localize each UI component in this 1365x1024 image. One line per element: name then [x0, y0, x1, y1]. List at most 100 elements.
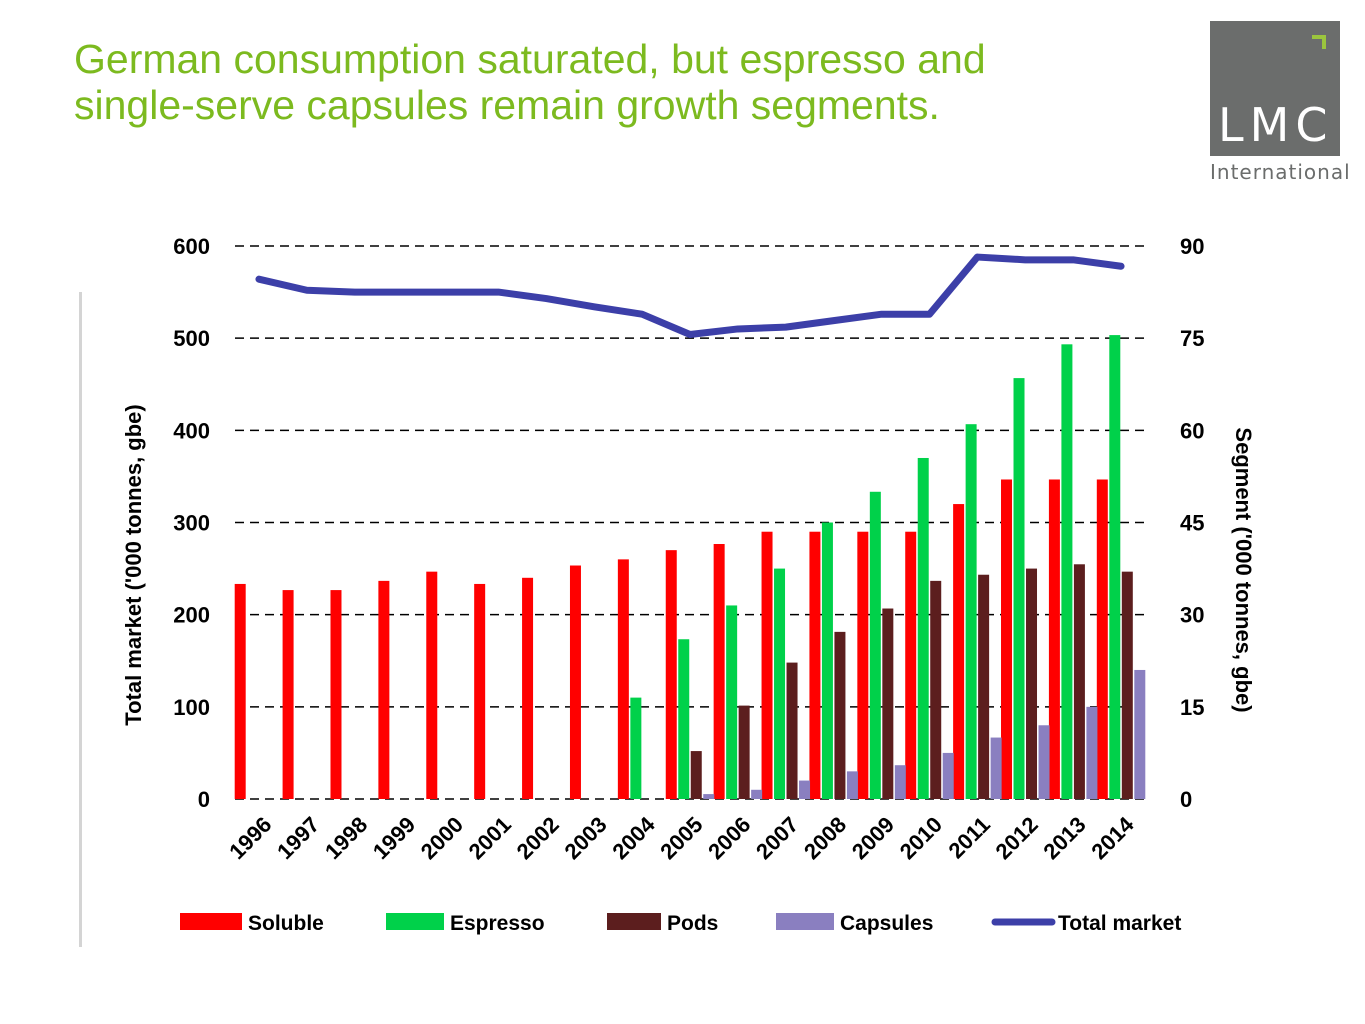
bar-soluble [378, 580, 390, 799]
bar-espresso [630, 697, 642, 799]
bars [234, 335, 1146, 799]
bar-soluble [1001, 479, 1013, 799]
bar-espresso [1061, 344, 1073, 799]
bar-soluble [665, 550, 677, 799]
right-axis-ticks: 0 15 30 45 60 75 90 [1180, 234, 1204, 812]
bar-pods [930, 580, 942, 799]
x-tick-label: 2005 [655, 812, 707, 864]
legend-swatch-espresso [386, 913, 444, 930]
left-tick-label: 600 [173, 234, 210, 259]
x-tick-label: 2001 [464, 812, 516, 864]
bar-capsules [1038, 725, 1050, 799]
total-market-line-group [255, 253, 1125, 338]
bar-soluble [713, 544, 725, 799]
x-tick-label: 2012 [991, 812, 1043, 864]
right-tick-label: 15 [1180, 695, 1204, 720]
x-tick-label: 2011 [943, 812, 994, 863]
bar-capsules [990, 737, 1002, 799]
bar-soluble [809, 531, 821, 799]
bar-capsules [751, 789, 763, 799]
right-tick-label: 30 [1180, 603, 1204, 628]
x-tick-label: 1998 [320, 812, 372, 864]
logo-corner-mark [1312, 35, 1326, 49]
bar-soluble [569, 565, 581, 799]
bar-soluble [522, 577, 534, 799]
bar-espresso [774, 568, 786, 799]
bar-capsules [703, 794, 715, 799]
bar-soluble [1048, 479, 1060, 799]
bar-pods [690, 751, 702, 799]
x-tick-label: 1996 [224, 812, 276, 864]
bar-espresso [821, 522, 833, 799]
left-axis-ticks: 0 100 200 300 400 500 600 [173, 234, 210, 812]
bar-soluble [426, 571, 438, 799]
right-tick-label: 45 [1180, 511, 1204, 536]
legend: Soluble Espresso Pods Capsules Total market [180, 912, 1181, 935]
bar-espresso [1109, 335, 1121, 799]
slide-title-line2: single-serve capsules remain growth segm… [74, 82, 940, 128]
bar-espresso [726, 605, 738, 799]
bar-pods [738, 705, 750, 799]
bar-pods [834, 631, 846, 799]
x-tick-label: 2003 [559, 812, 611, 864]
x-axis-ticks: 1996199719981999200020012002200320042005… [224, 811, 1139, 864]
bar-pods [978, 574, 990, 799]
left-tick-label: 100 [173, 695, 210, 720]
bar-capsules [894, 765, 906, 799]
bar-soluble [330, 590, 342, 799]
x-tick-label: 2013 [1038, 812, 1090, 864]
bar-pods [786, 662, 798, 799]
legend-label-capsules: Capsules [840, 912, 933, 935]
legend-label-soluble: Soluble [248, 912, 324, 935]
bar-soluble [1096, 479, 1108, 799]
lmc-logo: LMC [1210, 21, 1340, 156]
bar-espresso [869, 491, 881, 799]
x-tick-label: 2007 [751, 812, 803, 864]
legend-label-espresso: Espresso [450, 912, 545, 935]
bar-soluble [617, 559, 629, 799]
x-tick-label: 2004 [607, 811, 660, 864]
bar-soluble [282, 590, 294, 799]
x-tick-label: 2008 [799, 812, 851, 864]
x-tick-label: 2006 [703, 812, 755, 864]
logo-subtitle: International [1210, 160, 1351, 184]
right-tick-label: 90 [1180, 234, 1204, 259]
legend-label-total-market: Total market [1058, 912, 1181, 935]
x-tick-label: 2000 [416, 812, 468, 864]
slide-title-line1: German consumption saturated, but espres… [74, 36, 986, 82]
right-tick-label: 75 [1180, 326, 1204, 351]
slide-divider [79, 292, 82, 947]
bar-capsules [846, 771, 858, 799]
left-axis-label: Total market ('000 tonnes, gbe) [121, 404, 146, 725]
bar-pods [882, 608, 894, 799]
line-total-market [255, 253, 1125, 338]
logo-text: LMC [1218, 98, 1334, 152]
bar-pods [1121, 571, 1133, 799]
left-tick-label: 0 [198, 787, 210, 812]
left-tick-label: 200 [173, 603, 210, 628]
right-axis-label: Segment ('000 tonnes, gbe) [1231, 427, 1256, 712]
bar-espresso [1013, 378, 1025, 799]
bar-soluble [953, 504, 965, 799]
bar-espresso [917, 457, 929, 799]
bar-capsules [1086, 706, 1098, 799]
bar-soluble [857, 531, 869, 799]
left-tick-label: 300 [173, 511, 210, 536]
x-tick-label: 2002 [512, 812, 564, 864]
bar-soluble [905, 531, 917, 799]
right-tick-label: 60 [1180, 418, 1204, 443]
bar-soluble [474, 583, 486, 799]
legend-swatch-pods [607, 913, 661, 930]
bar-capsules [1134, 669, 1146, 799]
x-tick-label: 1999 [368, 812, 420, 864]
x-tick-label: 2010 [895, 812, 947, 864]
right-tick-label: 0 [1180, 787, 1192, 812]
x-tick-label: 1997 [272, 812, 324, 864]
bar-soluble [761, 531, 773, 799]
bar-soluble [234, 583, 246, 799]
bar-pods [1026, 568, 1038, 799]
bar-espresso [965, 424, 977, 799]
bar-capsules [799, 780, 811, 799]
bar-pods [1073, 564, 1085, 799]
